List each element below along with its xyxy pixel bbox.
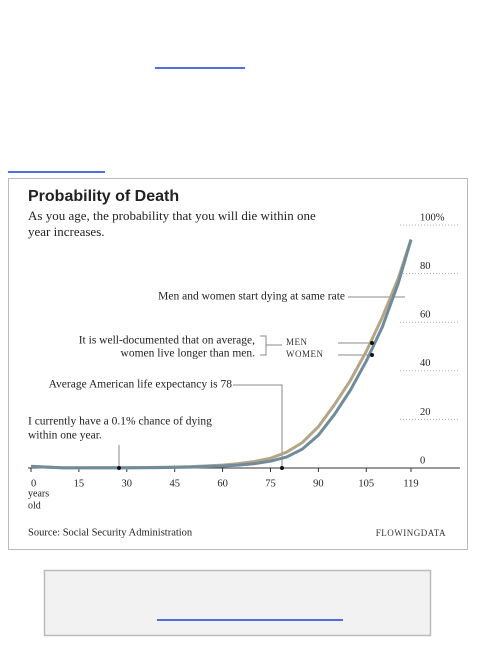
chart-title: Probability of Death [28, 188, 179, 205]
x-tick-label: 105 [358, 478, 374, 489]
subtitle: year increases. [28, 224, 105, 239]
x-tick-label: 90 [313, 478, 324, 489]
x-axis-label: old [28, 500, 41, 511]
y-tick-label: 100% [420, 212, 445, 223]
credit: FLOWINGDATA [376, 528, 446, 538]
plot: 0 20 40 60 80 100% 0 15 30 45 60 75 90 105 119 [28, 212, 460, 489]
x-tick-label: 30 [122, 478, 133, 489]
x-tick-label: 45 [169, 478, 180, 489]
x-tick-label: 0 [31, 478, 36, 489]
y-tick-label: 40 [420, 358, 431, 369]
annotation: It is well-documented that on average, [79, 335, 255, 347]
y-tick-label: 0 [420, 455, 425, 466]
legend-label: WOMEN [286, 349, 324, 359]
y-tick-label: 80 [420, 261, 431, 272]
annotation: Average American life expectancy is 78 [49, 379, 233, 391]
annotation-lines [118, 296, 405, 468]
x-tick-label: 119 [403, 478, 418, 489]
legend-label: MEN [286, 337, 308, 347]
subtitle: As you age, the probability that you wil… [28, 208, 316, 223]
annotation: Men and women start dying at same rate [158, 291, 345, 303]
annotation: women live longer than men. [121, 348, 256, 360]
annotation: within one year. [28, 430, 102, 442]
x-axis-label: years [28, 488, 49, 499]
box [43, 569, 432, 637]
series-line [30, 239, 413, 470]
chart-frame [8, 178, 468, 550]
x-tick-label: 15 [74, 478, 85, 489]
source: Source: Social Security Administration [28, 527, 193, 538]
x-tick-label: 60 [217, 478, 228, 489]
annotation-dots [117, 341, 374, 470]
x-tick-label: 75 [265, 478, 276, 489]
y-tick-label: 60 [420, 310, 431, 321]
annotation: I currently have a 0.1% chance of dying [28, 416, 212, 428]
y-tick-label: 20 [420, 407, 431, 418]
